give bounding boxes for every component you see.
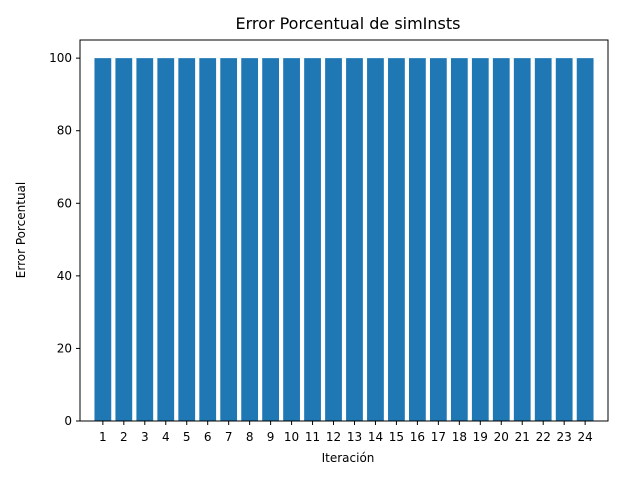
y-tick-label-40: 40 [57,269,72,283]
y-tick-label-80: 80 [57,124,72,138]
y-tick-label-60: 60 [57,196,72,210]
x-tick-label-21: 21 [515,430,530,444]
bar-2 [115,58,133,422]
y-tick-label-100: 100 [49,51,72,65]
x-tick-label-16: 16 [410,430,425,444]
x-tick-label-22: 22 [536,430,551,444]
x-tick-label-13: 13 [347,430,362,444]
x-tick-label-7: 7 [225,430,233,444]
x-tick-label-24: 24 [578,430,593,444]
x-tick-label-18: 18 [452,430,467,444]
bar-12 [325,58,342,422]
x-axis-label: Iteración [322,451,375,465]
bar-7 [220,58,238,422]
bar-20 [492,58,510,422]
bar-21 [513,58,531,422]
x-tick-label-3: 3 [141,430,149,444]
x-tick-label-19: 19 [473,430,488,444]
x-tick-label-10: 10 [284,430,299,444]
x-tick-label-5: 5 [183,430,191,444]
bar-22 [534,58,552,422]
x-tick-label-17: 17 [431,430,446,444]
x-axis-ticks: 1 2 3 4 5 6 7 8 9 10 11 12 13 14 15 16 17 18 19 20 21 22 23 24 [99,421,593,444]
bar-11 [304,58,321,422]
bar-24 [576,58,594,422]
x-tick-label-6: 6 [204,430,212,444]
bar-5 [178,58,196,422]
bar-14 [367,58,384,422]
y-axis-label: Error Porcentual [14,182,28,278]
bar-10 [283,58,300,422]
chart-title: Error Porcentual de simInsts [236,14,461,33]
x-tick-label-4: 4 [162,430,170,444]
x-tick-label-20: 20 [494,430,509,444]
bar-4 [157,58,175,422]
x-tick-label-9: 9 [267,430,275,444]
bar-8 [241,58,259,422]
y-tick-label-0: 0 [64,414,72,428]
x-tick-label-8: 8 [246,430,254,444]
bar-23 [555,58,573,422]
y-axis-ticks: 0 20 40 60 80 100 [49,51,80,428]
x-tick-label-11: 11 [305,430,320,444]
bar-17 [429,58,447,422]
bar-3 [136,58,154,422]
x-tick-label-1: 1 [99,430,107,444]
bars-group [94,58,594,422]
bar-9 [262,58,279,422]
plot-area-frame [79,39,609,422]
x-tick-label-14: 14 [368,430,383,444]
x-tick-label-23: 23 [557,430,572,444]
x-tick-label-12: 12 [326,430,341,444]
bar-19 [471,58,489,422]
y-tick-label-20: 20 [57,341,72,355]
bar-15 [388,58,405,422]
bar-18 [450,58,468,422]
bar-13 [346,58,363,422]
bar-6 [199,58,217,422]
x-tick-label-2: 2 [120,430,128,444]
bar-1 [94,58,112,422]
x-tick-label-15: 15 [389,430,404,444]
bar-16 [409,58,426,422]
